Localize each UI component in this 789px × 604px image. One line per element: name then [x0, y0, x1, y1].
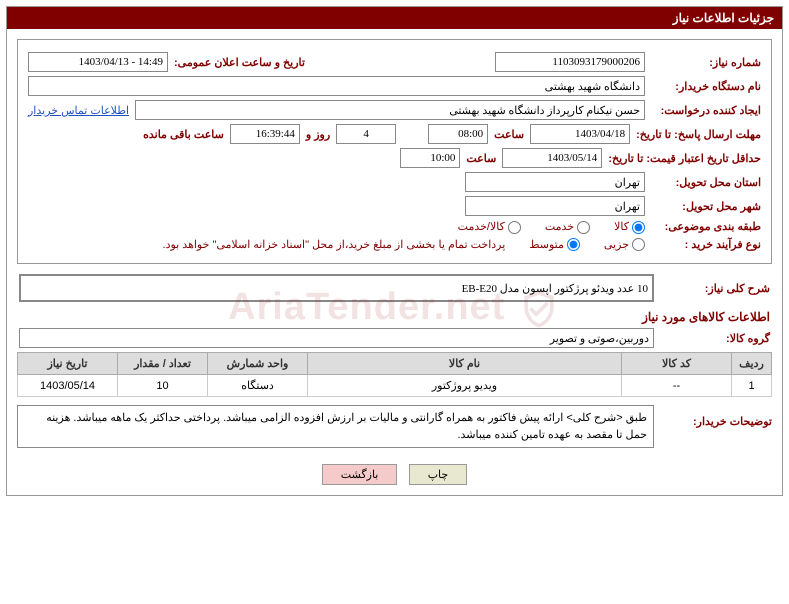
process-note: پرداخت تمام یا بخشی از مبلغ خرید،از محل …	[163, 238, 506, 251]
cell-code: --	[622, 375, 732, 397]
province-field[interactable]	[465, 172, 645, 192]
days-field[interactable]	[336, 124, 396, 144]
category-label: طبقه بندی موضوعی:	[651, 220, 761, 233]
print-button[interactable]: چاپ	[409, 464, 468, 485]
proc-medium-label: متوسط	[529, 238, 580, 252]
buyer-contact-link[interactable]: اطلاعات تماس خریدار	[28, 104, 129, 117]
need-no-field[interactable]	[495, 52, 645, 72]
price-valid-label: حداقل تاریخ اعتبار قیمت: تا تاریخ:	[608, 152, 761, 165]
buyer-org-field[interactable]	[28, 76, 645, 96]
time-label-2: ساعت	[466, 152, 496, 165]
remain-time-field[interactable]	[230, 124, 300, 144]
group-label: گروه کالا:	[660, 332, 770, 345]
remain-label: ساعت باقی مانده	[143, 128, 224, 141]
price-time-field[interactable]	[400, 148, 460, 168]
proc-minor-label: جزیی	[604, 238, 645, 252]
days-label: روز و	[306, 128, 330, 141]
back-button[interactable]: بازگشت	[322, 464, 398, 485]
cat-goods-label: کالا	[614, 220, 645, 234]
th-row: ردیف	[732, 353, 772, 375]
cat-service-label: خدمت	[545, 220, 590, 234]
th-unit: واحد شمارش	[208, 353, 308, 375]
cell-unit: دستگاه	[208, 375, 308, 397]
resp-date-field[interactable]	[530, 124, 630, 144]
table-row: 1 -- ویدیو پروژکتور دستگاه 10 1403/05/14	[18, 375, 772, 397]
buyer-desc-label: توضیحات خریدار:	[662, 405, 772, 428]
city-field[interactable]	[465, 196, 645, 216]
cell-date: 1403/05/14	[18, 375, 118, 397]
requester-field[interactable]	[135, 100, 645, 120]
cat-both-label: کالا/خدمت	[458, 220, 521, 234]
panel-title: جزئیات اطلاعات نیاز	[7, 7, 782, 29]
buyer-org-label: نام دستگاه خریدار:	[651, 80, 761, 93]
cell-qty: 10	[118, 375, 208, 397]
price-date-field[interactable]	[502, 148, 602, 168]
resp-time-field[interactable]	[428, 124, 488, 144]
group-field[interactable]	[19, 328, 654, 348]
city-label: شهر محل تحویل:	[651, 200, 761, 213]
desc-field[interactable]	[19, 274, 654, 302]
cat-service-radio[interactable]	[577, 221, 590, 234]
items-section-title: اطلاعات کالاهای مورد نیاز	[7, 310, 770, 324]
announce-label: تاریخ و ساعت اعلان عمومی:	[174, 56, 305, 69]
proc-medium-radio[interactable]	[567, 238, 580, 251]
buyer-desc-box: طبق <شرح کلی> ارائه پیش فاکتور به همراه …	[17, 405, 654, 448]
process-label: نوع فرآیند خرید :	[651, 238, 761, 251]
cell-rownum: 1	[732, 375, 772, 397]
resp-deadline-label: مهلت ارسال پاسخ: تا تاریخ:	[636, 128, 761, 141]
th-code: کد کالا	[622, 353, 732, 375]
announce-field[interactable]	[28, 52, 168, 72]
time-label-1: ساعت	[494, 128, 524, 141]
proc-minor-radio[interactable]	[632, 238, 645, 251]
th-qty: تعداد / مقدار	[118, 353, 208, 375]
cell-name: ویدیو پروژکتور	[308, 375, 622, 397]
cat-goods-radio[interactable]	[632, 221, 645, 234]
th-date: تاریخ نیاز	[18, 353, 118, 375]
cat-both-radio[interactable]	[508, 221, 521, 234]
items-table: ردیف کد کالا نام کالا واحد شمارش تعداد /…	[17, 352, 772, 397]
details-panel: شماره نیاز: تاریخ و ساعت اعلان عمومی: نا…	[17, 39, 772, 264]
need-no-label: شماره نیاز:	[651, 56, 761, 69]
desc-label: شرح کلی نیاز:	[660, 282, 770, 295]
province-label: استان محل تحویل:	[651, 176, 761, 189]
th-name: نام کالا	[308, 353, 622, 375]
requester-label: ایجاد کننده درخواست:	[651, 104, 761, 117]
